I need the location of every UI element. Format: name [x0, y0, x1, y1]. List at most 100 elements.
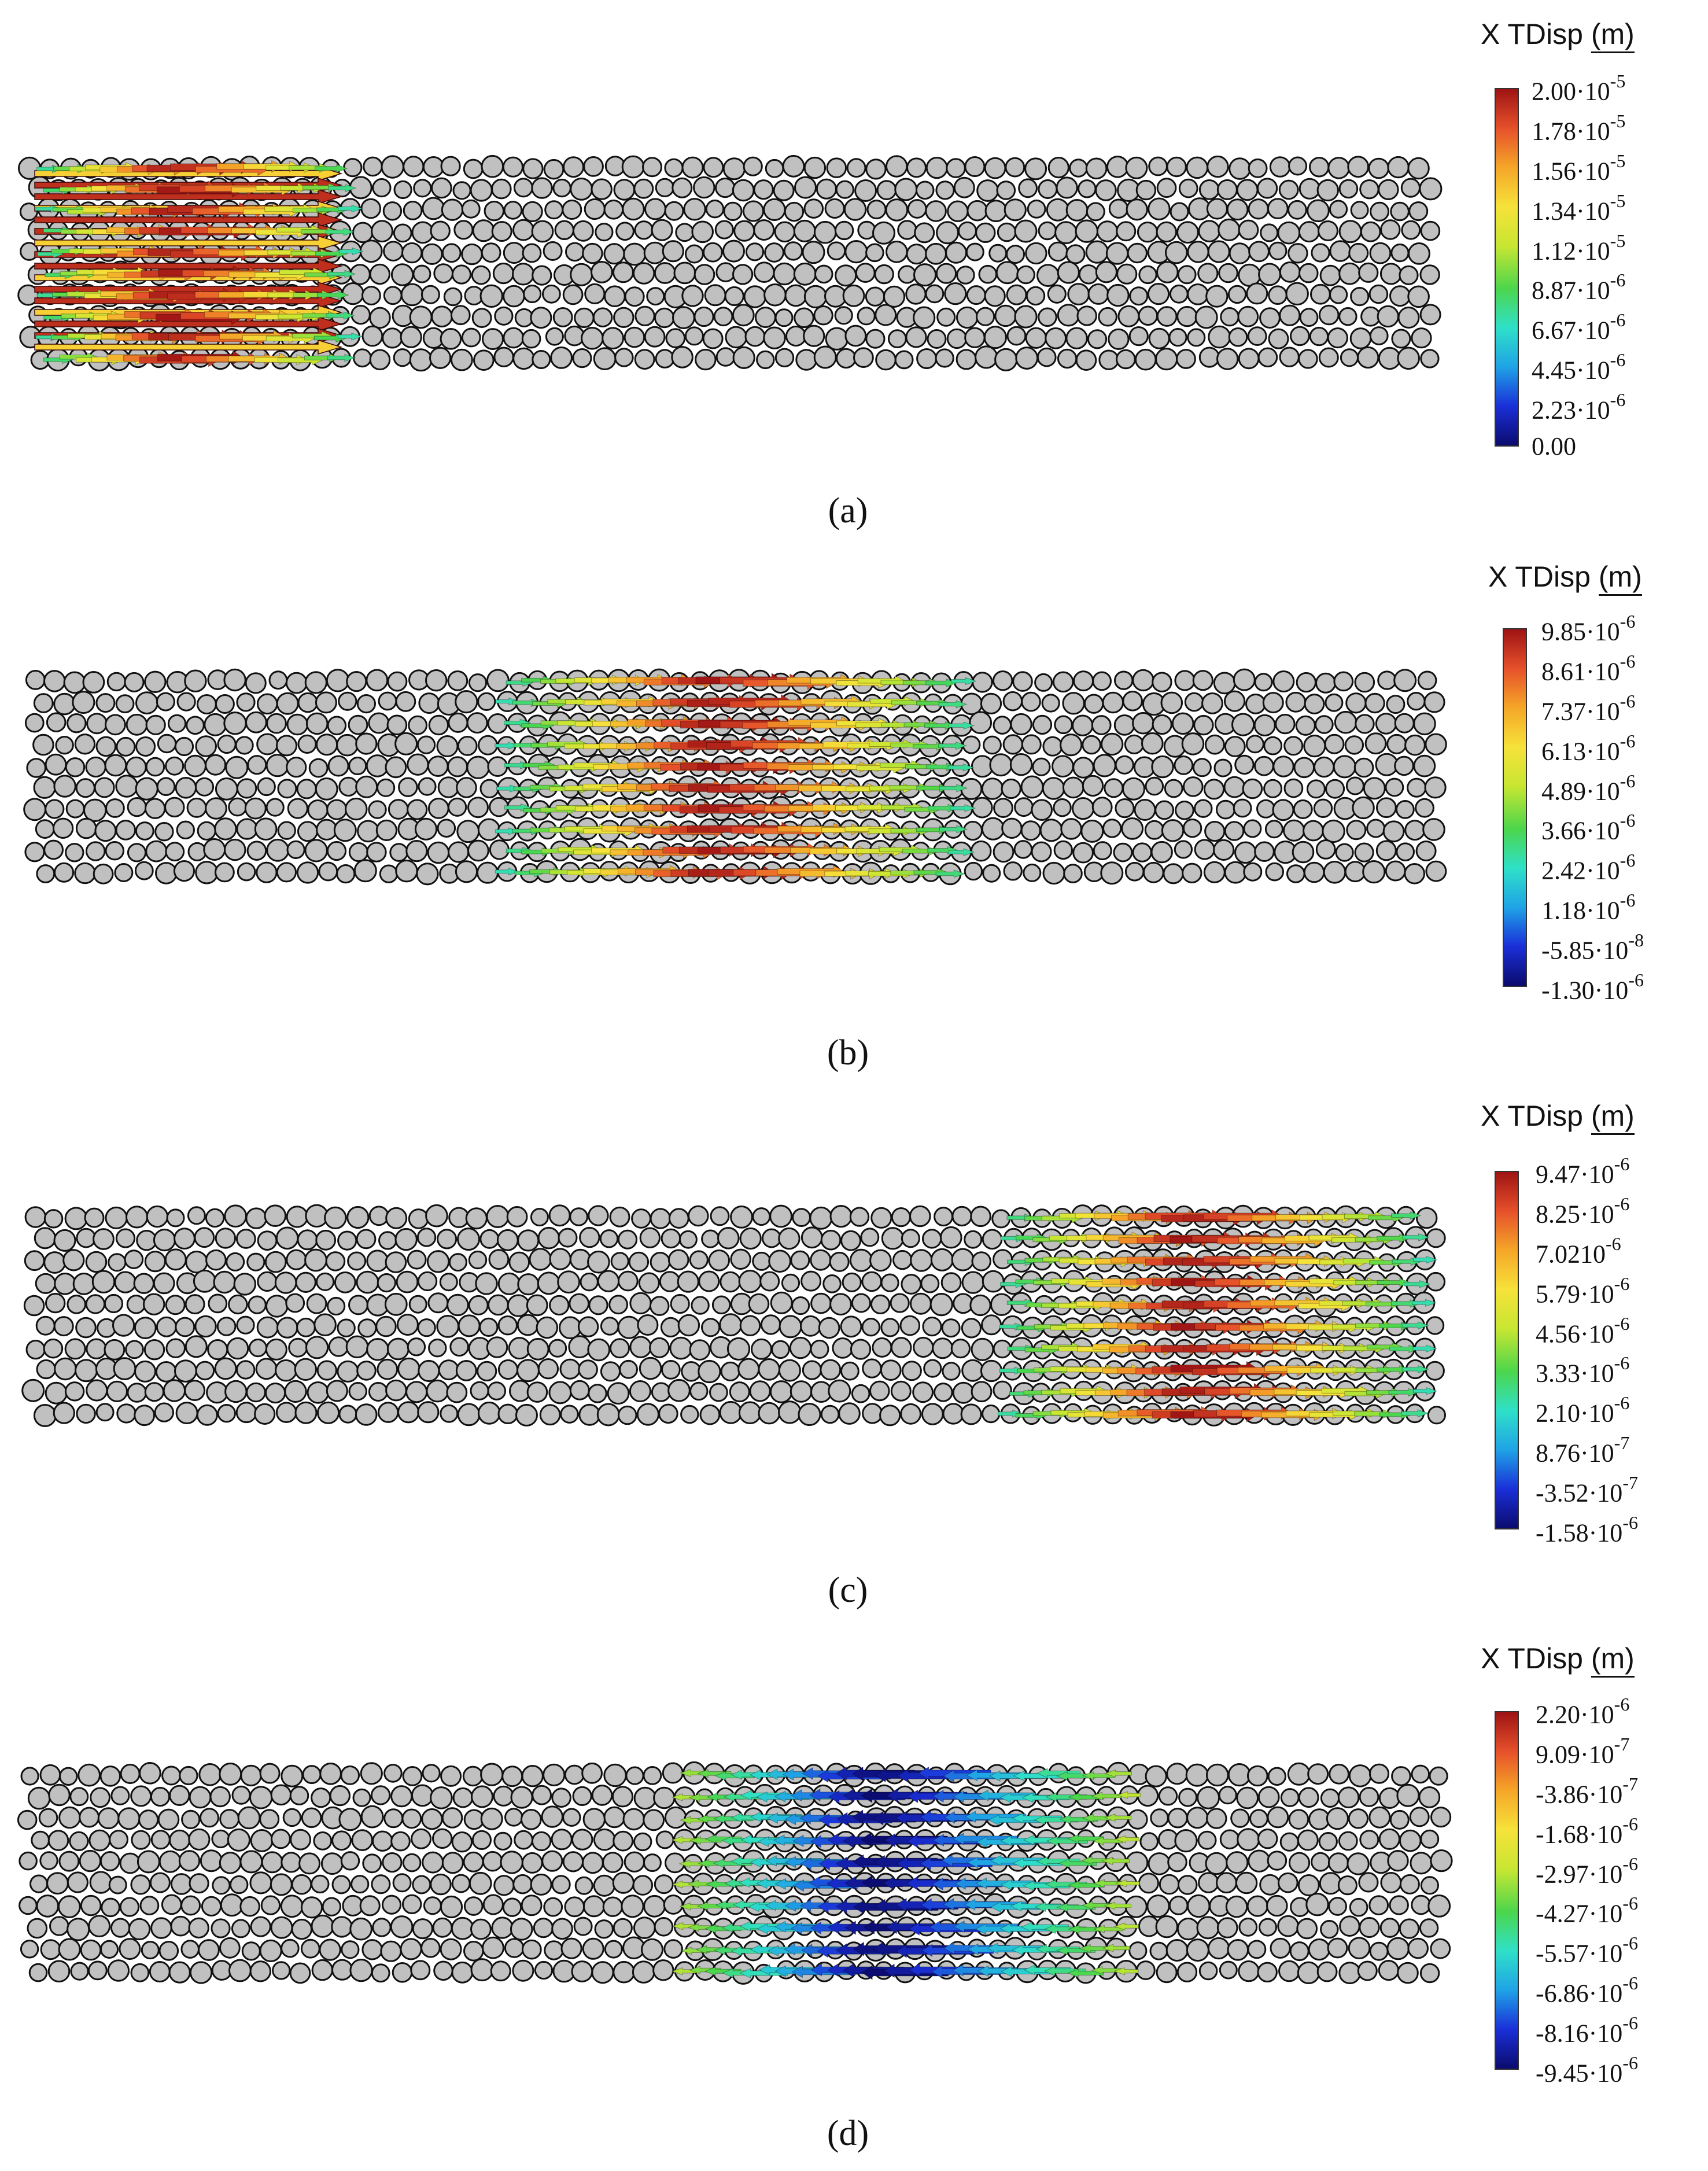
- particle: [447, 1293, 469, 1317]
- particle: [521, 1852, 543, 1874]
- particle: [1060, 734, 1083, 757]
- particle: [265, 1383, 286, 1404]
- particle: [144, 1251, 166, 1273]
- particle: [248, 1339, 268, 1358]
- particle: [40, 1939, 61, 1960]
- particle: [400, 1938, 422, 1960]
- particle: [163, 1379, 186, 1402]
- particle: [654, 1917, 674, 1937]
- particle: [951, 1248, 975, 1271]
- particle: [643, 1766, 662, 1785]
- particle: [1247, 1940, 1267, 1959]
- particle: [255, 1358, 278, 1380]
- particle: [62, 1249, 85, 1271]
- particle: [1298, 221, 1320, 243]
- particle: [983, 326, 1008, 349]
- particle: [277, 821, 296, 840]
- particle: [272, 1961, 291, 1980]
- particle: [1368, 1895, 1389, 1916]
- particle: [101, 1897, 120, 1918]
- particle: [487, 1381, 507, 1400]
- particle: [196, 1404, 218, 1426]
- particle: [1004, 198, 1027, 222]
- particle: [803, 198, 824, 219]
- particle: [207, 1339, 228, 1361]
- particle: [353, 348, 372, 368]
- particle: [1280, 1788, 1300, 1807]
- particle: [1246, 282, 1268, 305]
- particle: [611, 1786, 634, 1808]
- displacement-arrow: [326, 311, 355, 320]
- particle: [493, 347, 514, 367]
- particle: [1149, 1941, 1168, 1960]
- particle: [70, 1962, 89, 1981]
- particle: [326, 799, 348, 820]
- particle: [1003, 861, 1023, 881]
- particle: [975, 222, 996, 243]
- particle: [1067, 283, 1090, 305]
- particle: [65, 757, 86, 777]
- particle: [1151, 755, 1174, 779]
- particle: [654, 1874, 674, 1894]
- particle: [681, 156, 704, 179]
- particle: [369, 307, 391, 329]
- particle: [961, 1271, 985, 1294]
- particle: [165, 1338, 186, 1359]
- particle: [488, 1249, 510, 1270]
- particle: [67, 713, 87, 734]
- particle: [331, 1830, 352, 1851]
- particle: [266, 838, 290, 862]
- displacement-arrow: [315, 164, 348, 173]
- particle: [642, 157, 662, 178]
- particle: [914, 222, 935, 244]
- colorbar-tick-label: 7.0210-6: [1536, 1233, 1621, 1269]
- particle: [289, 1962, 311, 1984]
- particle: [328, 1336, 349, 1357]
- particle: [695, 348, 717, 371]
- particle: [1299, 308, 1319, 327]
- particle: [249, 1960, 271, 1982]
- particle: [1369, 242, 1392, 264]
- particle: [449, 1337, 469, 1357]
- particle: [663, 1894, 684, 1915]
- particle: [322, 1897, 341, 1916]
- particle: [961, 1318, 982, 1339]
- particle: [401, 1808, 422, 1829]
- displacement-arrow: [857, 802, 906, 813]
- displacement-arrow: [293, 290, 334, 300]
- particle: [1220, 307, 1240, 327]
- particle: [1279, 347, 1300, 367]
- particle: [961, 1359, 984, 1382]
- particle: [65, 799, 85, 819]
- displacement-arrow: [1114, 1835, 1139, 1844]
- colorbar-tick-label: 2.20·10-6: [1536, 1694, 1630, 1729]
- particle: [1038, 307, 1057, 327]
- particle: [307, 799, 329, 821]
- particle: [36, 1359, 56, 1380]
- particle: [910, 1292, 932, 1315]
- colorbar-a: [1495, 88, 1519, 447]
- particle: [448, 841, 470, 863]
- particle: [204, 713, 227, 736]
- particle: [730, 1206, 753, 1229]
- particle: [1150, 841, 1173, 864]
- particle: [175, 1402, 198, 1425]
- particle: [1386, 695, 1405, 714]
- particle: [1187, 283, 1209, 305]
- particle: [155, 1361, 177, 1383]
- particle: [778, 1227, 800, 1250]
- particle: [1268, 328, 1289, 349]
- particle: [1057, 304, 1080, 327]
- particle: [920, 1274, 940, 1293]
- particle: [428, 714, 449, 736]
- displacement-vectors: [35, 160, 364, 367]
- particle: [53, 692, 76, 716]
- particle: [1378, 1828, 1400, 1850]
- particle: [773, 179, 795, 201]
- particle: [1020, 775, 1044, 799]
- particle: [1047, 157, 1069, 179]
- particle: [437, 819, 456, 838]
- particle: [1136, 1960, 1156, 1980]
- particle: [1052, 671, 1074, 693]
- particle: [188, 1828, 211, 1851]
